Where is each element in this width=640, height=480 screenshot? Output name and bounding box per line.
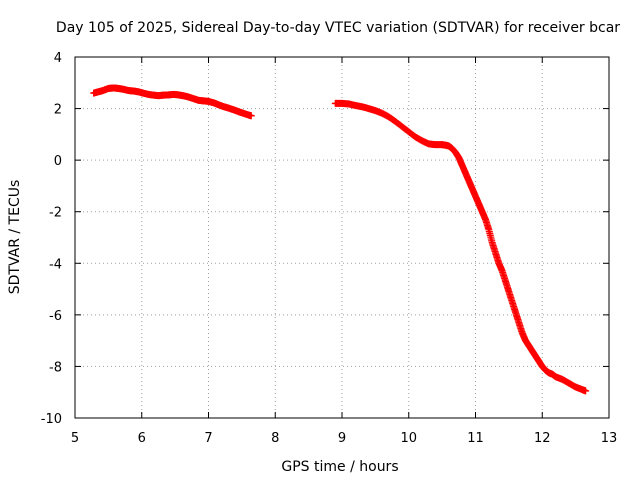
x-tick-label: 11 xyxy=(467,431,484,446)
x-tick-label: 10 xyxy=(400,431,417,446)
x-tick-label: 5 xyxy=(71,431,79,446)
y-tick-label: 4 xyxy=(54,51,62,66)
x-tick-label: 6 xyxy=(138,431,146,446)
plot-frame xyxy=(74,56,610,419)
chart-title: Day 105 of 2025, Sidereal Day-to-day VTE… xyxy=(56,20,620,36)
x-tick-label: 13 xyxy=(601,431,618,446)
grid xyxy=(75,57,609,418)
x-tick-label: 8 xyxy=(271,431,279,446)
series-points xyxy=(90,84,590,395)
y-tick-label: -10 xyxy=(41,412,62,427)
y-axis-label: SDTVAR / TECUs xyxy=(7,180,23,295)
data-point xyxy=(582,387,590,395)
y-tick-label: -6 xyxy=(49,309,62,324)
y-tick-label: -4 xyxy=(49,257,62,272)
y-axis-ticks: 4 2 0 -2 -4 -6 -8 -10 xyxy=(41,51,609,427)
y-tick-label: 2 xyxy=(54,103,62,118)
y-tick-label: -8 xyxy=(49,360,62,375)
y-tick-label: 0 xyxy=(54,154,62,169)
y-tick-label: -2 xyxy=(49,206,62,221)
x-axis-label: GPS time / hours xyxy=(281,459,398,475)
x-tick-label: 12 xyxy=(534,431,551,446)
data-point xyxy=(247,112,255,120)
x-tick-label: 9 xyxy=(338,431,346,446)
x-tick-label: 7 xyxy=(204,431,212,446)
x-axis-ticks: 5 6 7 8 9 10 11 12 13 xyxy=(71,57,617,446)
